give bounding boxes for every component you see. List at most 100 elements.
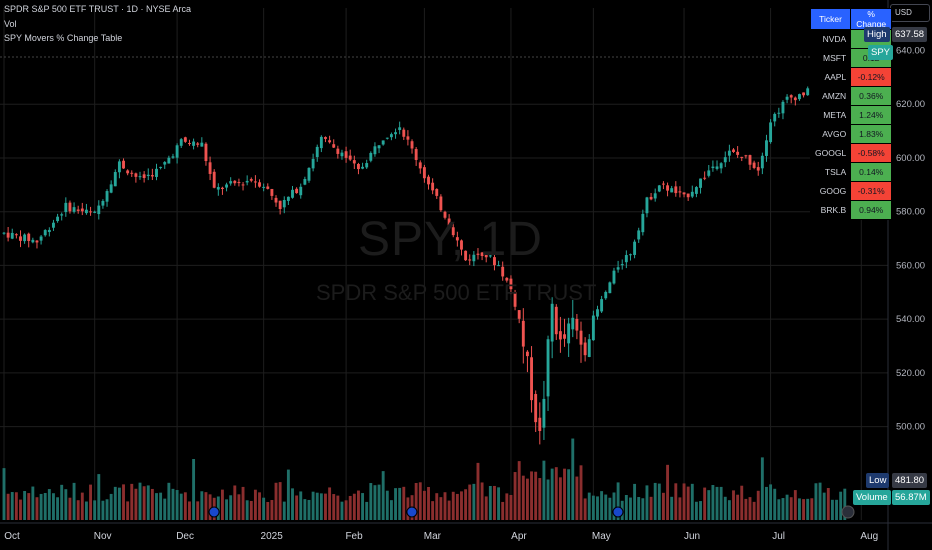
- dividend-marker-icon[interactable]: [612, 506, 624, 518]
- candle-body: [736, 151, 740, 155]
- volume-bar: [711, 485, 715, 520]
- volume-bar: [707, 490, 711, 520]
- volume-bar: [649, 496, 653, 520]
- candle-body: [253, 181, 257, 183]
- volume-bar: [525, 478, 529, 520]
- volume-bar: [839, 491, 843, 520]
- candle-body: [39, 236, 43, 241]
- volume-bar: [530, 471, 533, 520]
- candle-body: [344, 151, 348, 158]
- volume-bar: [579, 465, 583, 520]
- volume-bar: [43, 492, 47, 520]
- volume-bar: [352, 493, 356, 520]
- dividend-marker-icon[interactable]: [208, 506, 220, 518]
- movers-row: META 1.24%: [809, 105, 893, 125]
- volume-bar: [52, 493, 55, 520]
- volume-bar: [311, 491, 315, 520]
- candle-body: [47, 229, 51, 233]
- candle-body: [493, 257, 496, 266]
- volume-bar: [299, 491, 303, 520]
- volume-bar: [596, 496, 599, 520]
- candle-body: [381, 140, 385, 145]
- volume-bar: [798, 498, 801, 520]
- volume-bar: [488, 486, 492, 520]
- candle-body: [604, 291, 608, 299]
- candle-body: [220, 187, 224, 189]
- mover-ticker: NVDA: [809, 29, 852, 49]
- candle-body: [596, 309, 599, 317]
- y-tick-label: 600.00: [896, 153, 925, 164]
- volume-bar: [258, 492, 261, 520]
- candle-body: [258, 182, 261, 187]
- volume-bar: [447, 500, 451, 520]
- candle-body: [690, 191, 694, 197]
- volume-bar: [575, 476, 579, 520]
- volume-bar: [105, 499, 109, 520]
- volume-bar: [291, 488, 294, 520]
- volume-bar: [23, 490, 27, 520]
- volume-bar: [769, 484, 773, 520]
- mover-change: 0.36%: [850, 86, 893, 106]
- volume-bar: [752, 501, 756, 520]
- candle-body: [534, 394, 538, 423]
- candle-body: [608, 282, 612, 294]
- candle-body: [229, 181, 233, 184]
- volume-bar: [686, 486, 690, 520]
- candle-body: [101, 200, 105, 206]
- volume-legend[interactable]: Vol: [4, 19, 17, 29]
- volume-bar: [476, 462, 480, 520]
- volume-bar: [591, 495, 595, 520]
- volume-bar: [344, 500, 348, 520]
- indicator-legend[interactable]: SPY Movers % Change Table: [4, 33, 123, 43]
- low-label: Low: [866, 473, 890, 488]
- candle-body: [657, 185, 661, 192]
- candle-body: [60, 214, 64, 216]
- chart-title[interactable]: SPDR S&P 500 ETF TRUST · 1D · NYSE Arca: [4, 4, 192, 14]
- volume-bar: [806, 498, 810, 520]
- movers-row: AAPL -0.12%: [809, 67, 893, 87]
- volume-bar: [200, 491, 204, 520]
- dividend-marker-icon[interactable]: [406, 506, 418, 518]
- candle-body: [282, 200, 286, 208]
- volume-bar: [810, 498, 814, 520]
- candle-body: [703, 177, 707, 179]
- candle-body: [674, 186, 678, 194]
- lightning-icon[interactable]: [841, 505, 855, 519]
- volume-bar: [126, 501, 130, 520]
- mover-ticker: AAPL: [809, 67, 852, 87]
- candle-body: [2, 232, 6, 234]
- candle-body: [455, 237, 459, 241]
- volume-bar: [451, 491, 455, 520]
- volume-bar: [781, 498, 785, 520]
- volume-bar: [192, 458, 196, 520]
- volume-bar: [179, 493, 183, 520]
- candle-body: [340, 152, 344, 157]
- volume-bar: [336, 495, 340, 520]
- candle-body: [126, 170, 130, 174]
- candle-body: [225, 184, 229, 188]
- volume-bar: [188, 501, 191, 520]
- high-label: High: [864, 27, 890, 42]
- volume-bar: [377, 484, 381, 520]
- y-tick-label: 640.00: [896, 45, 925, 56]
- volume-bar: [814, 483, 818, 520]
- candle-body: [270, 188, 274, 196]
- y-tick-label: 560.00: [896, 260, 925, 271]
- volume-bar: [501, 501, 505, 520]
- candle-body: [447, 218, 451, 226]
- volume-bar: [134, 488, 138, 520]
- candle-body: [385, 137, 389, 139]
- volume-bar: [600, 491, 604, 520]
- currency-selector[interactable]: USD: [890, 4, 930, 22]
- volume-bar: [146, 485, 150, 520]
- volume-bar: [138, 482, 142, 520]
- high-value: 637.58: [892, 27, 928, 42]
- volume-bar: [641, 498, 645, 520]
- volume-bar: [637, 497, 641, 520]
- volume-bar: [509, 494, 513, 520]
- candle-body: [262, 186, 266, 188]
- candle-body: [278, 200, 282, 210]
- volume-bar: [793, 490, 797, 520]
- candle-body: [723, 157, 727, 163]
